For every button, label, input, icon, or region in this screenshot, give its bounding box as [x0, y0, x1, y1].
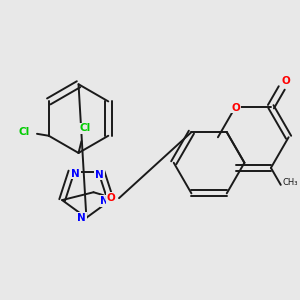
Text: N: N [100, 196, 109, 206]
Text: O: O [107, 193, 116, 203]
Text: O: O [231, 103, 240, 112]
Text: N: N [71, 169, 80, 178]
Text: O: O [107, 193, 116, 203]
Text: Cl: Cl [19, 127, 30, 137]
Text: CH₃: CH₃ [283, 178, 298, 188]
Text: O: O [281, 76, 290, 86]
Text: N: N [95, 169, 104, 179]
Text: N: N [77, 213, 86, 223]
Text: Cl: Cl [80, 123, 91, 134]
